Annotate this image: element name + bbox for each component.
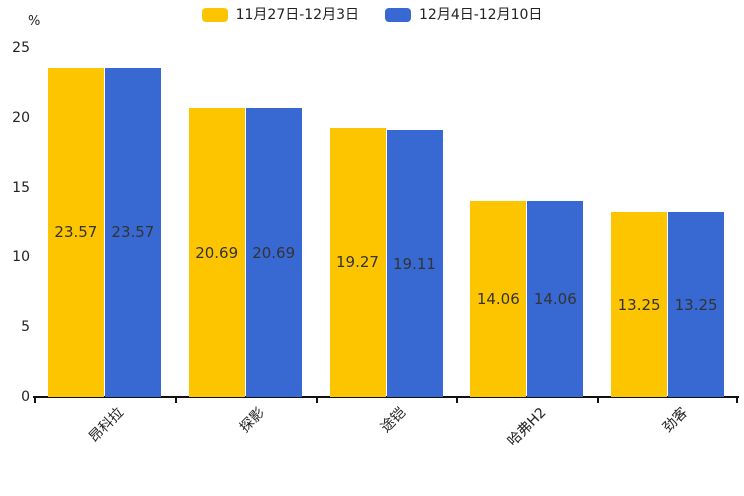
x-axis-tick (174, 397, 177, 403)
y-axis-tick-label: 20 (12, 109, 30, 126)
x-axis-tick (597, 397, 600, 403)
bar-11月27日-12月3日-哈弗H2 (470, 200, 527, 397)
bar-value-label: 20.69 (195, 243, 239, 262)
bar-12月4日-12月10日-昂科拉 (104, 67, 161, 397)
bar-value-label: 13.25 (617, 295, 661, 314)
y-axis-tick-label: 25 (12, 40, 30, 56)
x-axis-category-label: 哈弗H2 (504, 404, 550, 450)
bar-value-label: 23.57 (54, 223, 98, 242)
legend-label: 12月4日-12月10日 (419, 7, 543, 23)
bar-12月4日-12月10日-途铠 (386, 130, 443, 397)
bar-11月27日-12月3日-劲客 (611, 212, 668, 397)
bar-value-label: 19.27 (336, 253, 379, 272)
bar-11月27日-12月3日-途铠 (329, 127, 386, 397)
bar-12月4日-12月10日-劲客 (668, 212, 725, 397)
bar-11月27日-12月3日-昂科拉 (47, 67, 104, 397)
x-axis-tick (34, 397, 36, 403)
bar-value-label: 20.69 (252, 243, 296, 262)
y-axis-tick-label: 0 (21, 389, 30, 405)
bar-11月27日-12月3日-探影 (188, 108, 245, 397)
bar-12月4日-12月10日-探影 (245, 108, 302, 397)
x-axis-category-label: 探影 (237, 404, 269, 436)
legend-swatch-icon (201, 8, 228, 22)
bar-value-label: 14.06 (533, 289, 577, 308)
bar-12月4日-12月10日-哈弗H2 (527, 200, 584, 397)
x-axis-tick (456, 397, 459, 403)
legend-swatch-icon (385, 8, 411, 22)
x-axis-tick (315, 397, 318, 403)
legend-item-1[interactable]: 12月4日-12月10日 (385, 6, 542, 24)
y-axis-unit-label: % (28, 14, 41, 29)
bar-value-label: 13.25 (674, 295, 718, 314)
bar-value-label: 23.57 (111, 223, 155, 242)
x-axis-category-label: 昂科拉 (86, 404, 128, 446)
y-axis-tick-label: 10 (12, 249, 30, 266)
y-axis-tick-label: 5 (21, 319, 30, 336)
bar-value-label: 14.06 (476, 289, 520, 308)
chart-legend: 11月27日-12月3日 12月4日-12月10日 (0, 6, 744, 24)
legend-item-0[interactable]: 11月27日-12月3日 (201, 6, 359, 24)
x-axis-category-label: 途铠 (377, 404, 410, 436)
y-axis-tick-label: 15 (12, 179, 30, 196)
x-axis-line (33, 396, 739, 398)
x-axis-category-label: 劲客 (659, 404, 691, 436)
bar-value-label: 19.11 (393, 254, 436, 273)
x-axis-tick (736, 397, 738, 403)
legend-label: 11月27日-12月3日 (235, 7, 359, 23)
